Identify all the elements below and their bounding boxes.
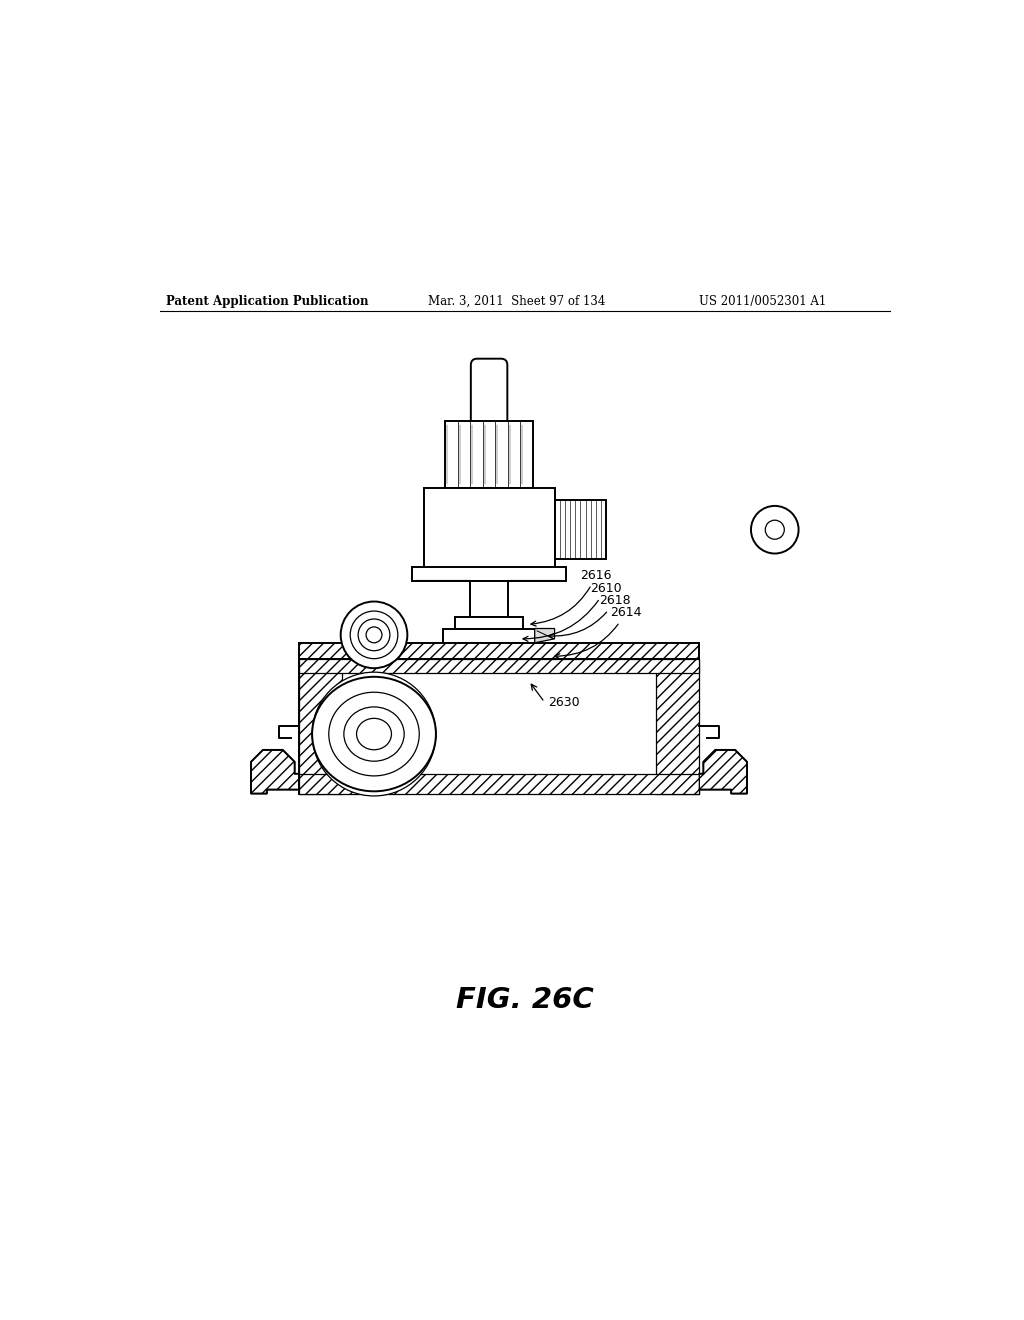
Text: 2614: 2614: [555, 606, 641, 659]
Circle shape: [356, 717, 391, 751]
Text: 2618: 2618: [549, 594, 631, 639]
Ellipse shape: [356, 718, 391, 750]
Text: Patent Application Publication: Patent Application Publication: [166, 296, 369, 308]
Bar: [299, 643, 699, 659]
Circle shape: [367, 627, 382, 643]
Bar: [456, 618, 523, 628]
Circle shape: [344, 704, 404, 764]
Ellipse shape: [329, 692, 419, 776]
Polygon shape: [251, 750, 299, 793]
Bar: [299, 659, 699, 793]
Bar: [443, 628, 535, 643]
Text: 2616: 2616: [530, 569, 612, 626]
Text: US 2011/0052301 A1: US 2011/0052301 A1: [699, 296, 826, 308]
Circle shape: [358, 619, 390, 651]
Bar: [424, 488, 555, 572]
Circle shape: [329, 689, 419, 779]
Bar: [299, 659, 699, 673]
Bar: [555, 500, 606, 560]
FancyBboxPatch shape: [471, 359, 507, 426]
Text: 2610: 2610: [523, 582, 622, 642]
Bar: [445, 421, 532, 488]
Circle shape: [751, 506, 799, 553]
Circle shape: [341, 602, 408, 668]
Text: 2630: 2630: [549, 696, 581, 709]
Bar: [299, 774, 699, 793]
Polygon shape: [699, 750, 748, 793]
Circle shape: [312, 672, 436, 796]
Polygon shape: [535, 628, 555, 643]
Ellipse shape: [344, 708, 404, 762]
Circle shape: [350, 611, 397, 659]
Circle shape: [765, 520, 784, 540]
Bar: [412, 568, 566, 581]
Bar: [299, 659, 342, 793]
Bar: [655, 659, 699, 793]
Ellipse shape: [312, 677, 436, 791]
Text: Mar. 3, 2011  Sheet 97 of 134: Mar. 3, 2011 Sheet 97 of 134: [428, 296, 605, 308]
Text: FIG. 26C: FIG. 26C: [456, 986, 594, 1014]
Bar: [470, 581, 508, 618]
